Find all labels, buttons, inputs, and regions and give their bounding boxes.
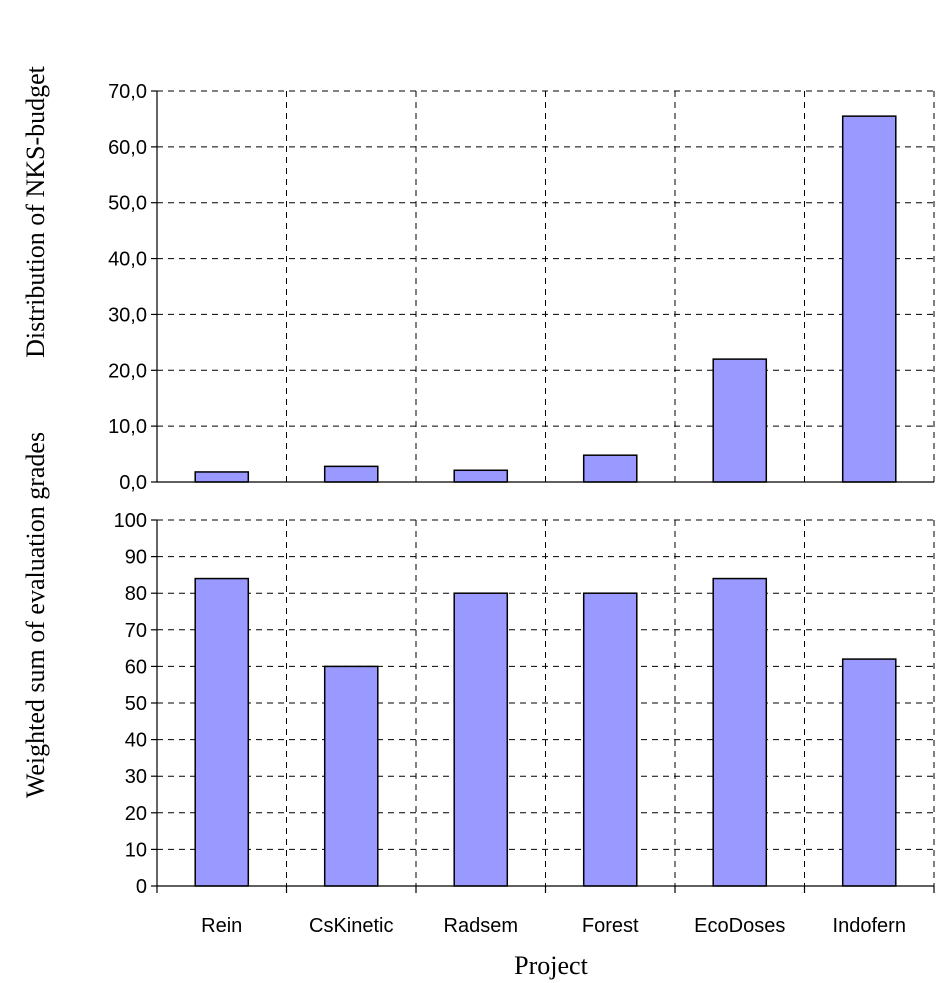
top-y-tick-label: 70,0 — [108, 81, 147, 103]
top-y-tick-label: 10,0 — [108, 416, 147, 438]
x-tick-label-forest: Forest — [582, 915, 639, 937]
top-bar-rein — [194, 471, 250, 483]
top-y-tick-label: 30,0 — [108, 304, 147, 326]
top-y-tick-label: 50,0 — [108, 193, 147, 215]
x-tick-label-cskinetic: CsKinetic — [309, 915, 393, 937]
bottom-y-tick-label: 10 — [125, 839, 147, 861]
x-axis-title: Project — [514, 951, 588, 980]
x-tick-label-indofern: Indofern — [833, 915, 906, 937]
bottom-y-tick-label: 90 — [125, 547, 147, 569]
bottom-y-tick-label: 50 — [125, 693, 147, 715]
top-bar-ecodoses — [712, 358, 768, 483]
top-bar-indofern — [841, 115, 897, 483]
x-tick-label-ecodoses: EcoDoses — [694, 915, 785, 937]
bottom-bar-indofern — [841, 658, 897, 887]
bottom-y-tick-label: 20 — [125, 803, 147, 825]
bottom-y-tick-label: 60 — [125, 656, 147, 678]
bottom-y-tick-label: 70 — [125, 620, 147, 642]
bottom-bar-forest — [582, 592, 638, 887]
bottom-bar-cskinetic — [323, 665, 379, 887]
bottom-y-axis-title: Weighted sum of evaluation grades — [21, 432, 50, 798]
bottom-bar-radsem — [453, 592, 509, 887]
x-tick-label-radsem: Radsem — [444, 915, 518, 937]
bottom-y-tick-label: 30 — [125, 766, 147, 788]
bottom-y-tick-label: 40 — [125, 730, 147, 752]
top-bar-forest — [582, 454, 638, 483]
bottom-y-tick-label: 0 — [136, 876, 147, 898]
top-y-tick-label: 0,0 — [119, 472, 147, 494]
x-axis-category-labels: Rein CsKinetic Radsem Forest EcoDoses Indofer… — [201, 915, 906, 937]
top-bar-radsem — [453, 469, 509, 483]
top-bar-cskinetic — [323, 465, 379, 483]
bottom-y-tick-label: 80 — [125, 583, 147, 605]
top-y-tick-label: 40,0 — [108, 249, 147, 271]
top-y-tick-label: 20,0 — [108, 360, 147, 382]
bottom-bar-rein — [194, 577, 250, 887]
bottom-y-tick-label: 100 — [114, 510, 147, 532]
bottom-chart-panel: 0 10 20 30 40 50 60 70 80 90 100 — [114, 510, 935, 898]
top-y-axis-title: Distribution of NKS-budget — [21, 65, 50, 358]
x-tick-label-rein: Rein — [201, 915, 242, 937]
top-y-tick-label: 60,0 — [108, 137, 147, 159]
bottom-bar-ecodoses — [712, 577, 768, 887]
top-chart-panel: 0,0 10,0 20,0 30,0 40,0 50,0 60,0 70,0 — [108, 81, 935, 494]
